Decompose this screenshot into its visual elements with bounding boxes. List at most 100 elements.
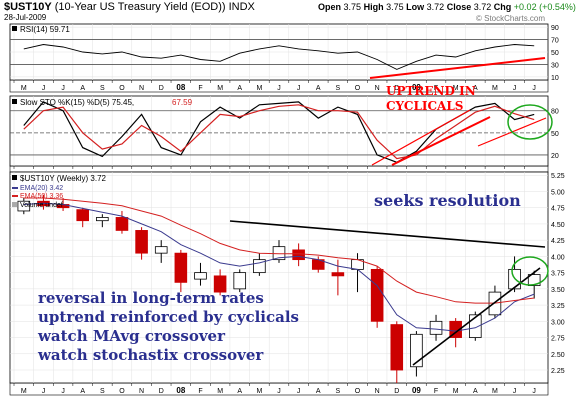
- price-y-tick-label: 3.50: [551, 287, 565, 294]
- x-tick-label: J: [277, 85, 281, 92]
- rsi-series-line-0: [23, 44, 535, 70]
- close-value: 3.72: [473, 2, 492, 12]
- sto-y-tick-label: 80: [551, 109, 559, 116]
- x-tick-label: N: [375, 85, 380, 92]
- x-tick-label: 08: [176, 386, 185, 395]
- rsi-y-tick-label: 30: [551, 62, 559, 69]
- price-y-tick-label: 2.50: [551, 352, 565, 359]
- low-label: Low: [406, 2, 425, 12]
- candle-body: [253, 259, 266, 274]
- high-label: High: [363, 2, 384, 12]
- resistance-line: [229, 220, 546, 248]
- credit: © StockCharts.com: [476, 14, 546, 23]
- candle-body: [429, 320, 443, 335]
- x-tick-label: J: [277, 388, 281, 395]
- x-tick-label: M: [256, 388, 262, 395]
- annotation-uptrend-line-1: UPTREND IN: [386, 84, 476, 98]
- x-tick-label: D: [394, 388, 399, 395]
- sto-panel-frame: [9, 95, 549, 167]
- annotation-note-1: reversal in long-term rates: [38, 289, 264, 307]
- sto-series-line-%D(5): [23, 104, 535, 160]
- price-y-tick-label: 4.50: [551, 222, 565, 229]
- x-tick-label: O: [355, 85, 361, 92]
- x-tick-label: S: [336, 388, 341, 395]
- price-legend: $UST10Y (Weekly) 3.72: [20, 174, 107, 183]
- candle-body: [527, 274, 541, 287]
- symbol-description: (10-Year US Treasury Yield (EOD)): [54, 1, 226, 13]
- candle-body: [194, 272, 207, 280]
- x-tick-label: D: [394, 85, 399, 92]
- exchange: INDX: [228, 1, 255, 13]
- sto-legend-swatch: [12, 99, 17, 104]
- x-tick-label: J: [297, 85, 301, 92]
- volume-legend-swatch: [12, 202, 17, 207]
- rsi-y-tick-label: 50: [551, 50, 559, 57]
- x-tick-label: F: [198, 388, 202, 395]
- annotation-uptrend-line-2: CYCLICALS: [386, 99, 464, 113]
- candle-body: [390, 324, 404, 371]
- x-tick-label: M: [217, 388, 223, 395]
- x-tick-label: A: [237, 85, 242, 92]
- x-tick-label: J: [61, 388, 65, 395]
- annotation-note-2: uptrend reinforced by cyclicals: [38, 308, 299, 326]
- price-panel-frame: [9, 171, 549, 384]
- x-tick-label: J: [42, 388, 46, 395]
- rsi-legend: RSI(14) 59.71: [20, 25, 70, 34]
- x-tick-label: D: [159, 388, 164, 395]
- candle-body: [76, 209, 89, 222]
- x-tick-label: A: [473, 85, 478, 92]
- price-y-tick-label: 4.00: [551, 254, 565, 261]
- x-tick-label: J: [532, 85, 536, 92]
- volume-legend: Volume undef: [20, 202, 63, 209]
- sto-legend: Slow STO %K(15) %D(5) 75.45,: [20, 98, 134, 107]
- price-y-tick-label: 4.75: [551, 206, 565, 213]
- support-line: [412, 267, 541, 366]
- x-tick-label: J: [513, 85, 517, 92]
- annotation-note-3: watch MAvg crossover: [38, 327, 225, 345]
- chart-header: $UST10Y (10-Year US Treasury Yield (EOD)…: [0, 0, 576, 24]
- low-value: 3.72: [426, 2, 445, 12]
- candle-body: [17, 200, 31, 212]
- x-tick-label: A: [237, 388, 242, 395]
- price-y-tick-label: 5.25: [551, 173, 565, 180]
- symbol: $UST10Y: [4, 1, 52, 13]
- x-tick-label: F: [434, 85, 438, 92]
- annotation-note-4: watch stochastix crossover: [38, 346, 264, 364]
- rsi-uptrend-line: [369, 57, 546, 79]
- candle-body: [233, 272, 247, 290]
- ema50-legend: EMA(50) 3.36: [20, 193, 63, 200]
- x-tick-label: S: [100, 85, 105, 92]
- rsi-y-tick-label: 90: [551, 25, 559, 32]
- x-tick-label: J: [297, 388, 301, 395]
- x-tick-label: N: [139, 388, 144, 395]
- x-tick-label: M: [453, 85, 459, 92]
- x-axis-strip-1: [9, 165, 549, 173]
- x-tick-label: 09: [412, 83, 421, 92]
- sto-y-tick-label: 50: [551, 131, 559, 138]
- candle-body: [292, 249, 305, 261]
- x-tick-label: M: [492, 85, 498, 92]
- annotation-uptrend: UPTREND IN CYCLICALS: [386, 84, 476, 114]
- rsi-y-tick-label: 70: [551, 38, 559, 45]
- ema20-legend: EMA(20) 3.42: [20, 185, 63, 192]
- ohlc-readout: Open 3.75 High 3.75 Low 3.72 Close 3.72 …: [318, 2, 576, 12]
- x-tick-label: O: [119, 85, 125, 92]
- x-tick-label: J: [532, 388, 536, 395]
- open-label: Open: [318, 2, 342, 12]
- sto-uptrend-line-lower: [391, 116, 491, 166]
- x-tick-label: S: [336, 85, 341, 92]
- chart-date: 28-Jul-2009: [4, 13, 47, 22]
- x-tick-label: N: [375, 388, 380, 395]
- price-y-tick-label: 5.00: [551, 189, 565, 196]
- price-legend-swatch: [12, 175, 17, 180]
- open-value: 3.75: [343, 2, 362, 12]
- ema-crossover-circle: [511, 256, 549, 286]
- candle-body: [410, 333, 423, 368]
- annotation-seeks-resolution: seeks resolution: [374, 191, 521, 210]
- x-tick-label: M: [256, 85, 262, 92]
- x-tick-label: O: [119, 388, 125, 395]
- x-tick-label: M: [453, 388, 459, 395]
- price-y-tick-label: 4.25: [551, 238, 565, 245]
- high-value: 3.75: [386, 2, 404, 12]
